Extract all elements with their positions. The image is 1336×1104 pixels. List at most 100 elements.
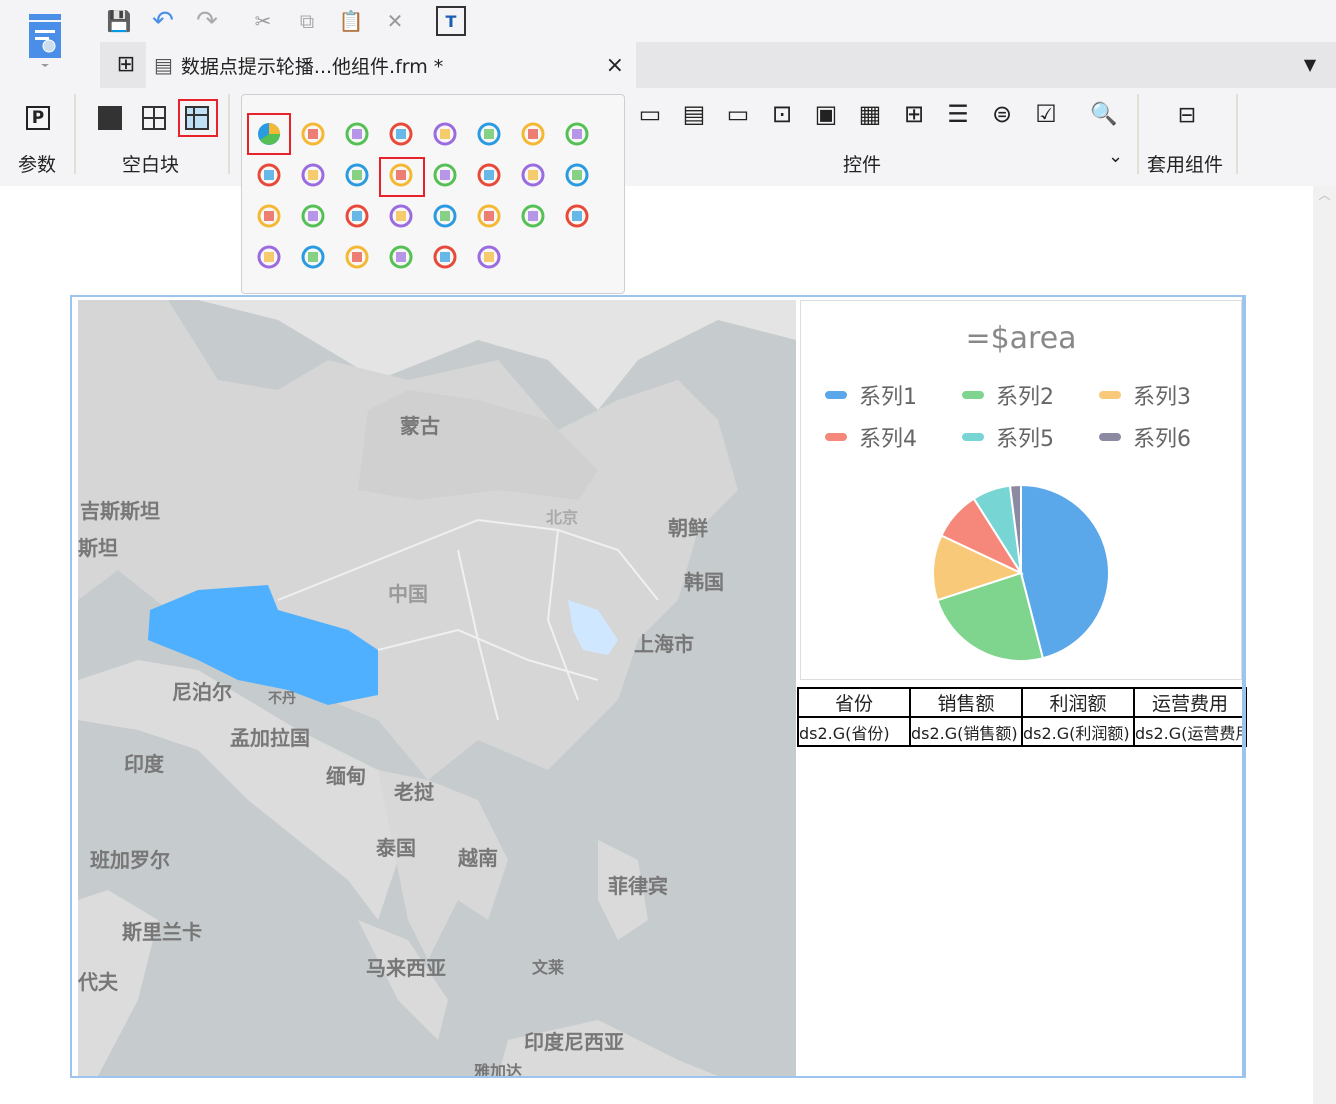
map-chart-icon[interactable]: [387, 161, 415, 189]
radio-group-icon[interactable]: ⊜: [991, 100, 1013, 128]
grid-icon[interactable]: ⊞: [116, 51, 136, 77]
map-label: 菲律宾: [608, 874, 668, 898]
column-chart-icon[interactable]: [299, 120, 327, 148]
block-absolute-icon[interactable]: [98, 106, 122, 130]
legend-item[interactable]: 系列4: [825, 421, 917, 453]
paste-icon[interactable]: 📋: [338, 9, 364, 33]
legend-item[interactable]: 系列3: [1099, 379, 1191, 411]
legend-item[interactable]: 系列1: [825, 379, 917, 411]
highlighted-region: [148, 585, 378, 705]
legend-marker: [825, 391, 847, 399]
pie-slice-2[interactable]: [936, 571, 1045, 662]
bar-chart-icon[interactable]: [343, 120, 371, 148]
preview-icon[interactable]: 🔍: [1090, 101, 1118, 127]
text-search-icon[interactable]: T: [436, 6, 466, 36]
redo-icon[interactable]: ↷: [196, 6, 218, 36]
block-layout-icon[interactable]: [185, 106, 209, 130]
gantt-chart-icon[interactable]: [255, 202, 283, 230]
delete-icon[interactable]: ✕: [386, 9, 404, 33]
data-table: 省份 销售额 利润额 运营费用 ds2.G(省份) ds2.G(销售额) ds2.G(利润…: [797, 687, 1247, 747]
combo-chart-icon[interactable]: [299, 161, 327, 189]
table-header[interactable]: 利润额: [1021, 687, 1135, 718]
legend-marker: [1099, 391, 1121, 399]
gauge-chart-icon[interactable]: [475, 120, 503, 148]
controls-label: 控件: [843, 154, 882, 176]
heatmap-icon[interactable]: [563, 161, 591, 189]
word-cloud-icon[interactable]: [255, 243, 283, 271]
region-map-icon[interactable]: [431, 161, 459, 189]
ring-icon[interactable]: [475, 243, 503, 271]
pie-chart-selected: [247, 113, 291, 155]
map-label: 马来西亚: [366, 956, 446, 980]
legend-label: 系列6: [1133, 427, 1191, 452]
vertical-scrollbar[interactable]: ︿: [1313, 186, 1336, 1104]
bubble-chart-icon[interactable]: [255, 161, 283, 189]
label-icon[interactable]: ▤: [682, 100, 706, 128]
date-icon[interactable]: ▦: [858, 100, 882, 128]
candlestick-icon[interactable]: [387, 202, 415, 230]
legend-item[interactable]: 系列2: [962, 379, 1054, 411]
table-cell[interactable]: ds2.G(省份): [797, 716, 911, 747]
flow-map-icon[interactable]: [519, 202, 547, 230]
map-chart[interactable]: 蒙古 吉斯斯坦 斯坦 中国 朝鲜 韩国 上海市 尼泊尔 不丹 孟加拉国 印度 缅…: [78, 300, 796, 1076]
legend-item[interactable]: 系列5: [962, 421, 1054, 453]
block-grid-icon[interactable]: [142, 106, 166, 130]
template-component-icon[interactable]: ⊟: [1177, 102, 1197, 128]
progress-ring-icon[interactable]: [343, 243, 371, 271]
pie-slice-1[interactable]: [1020, 483, 1110, 660]
tab-close-button[interactable]: ×: [605, 52, 624, 78]
undo-icon[interactable]: ↶: [152, 6, 174, 36]
checkbox-group-icon[interactable]: ☑: [1035, 100, 1057, 128]
tree-chart-icon[interactable]: [343, 202, 371, 230]
pie-slice-6[interactable]: [1008, 483, 1022, 574]
bubble-360-icon[interactable]: [299, 243, 327, 271]
report-icon[interactable]: [22, 10, 68, 70]
radar-chart-icon[interactable]: [519, 120, 547, 148]
legend-item[interactable]: 系列6: [1099, 421, 1191, 453]
3d-ring-icon[interactable]: [431, 243, 459, 271]
tab-title: 数据点提示轮播...他组件.frm *: [180, 55, 444, 78]
tab-bar: ⊞ ▤ 数据点提示轮播...他组件.frm * × ▼: [100, 42, 1336, 88]
table-header[interactable]: 运营费用: [1133, 687, 1247, 718]
cut-icon[interactable]: ✂: [254, 9, 272, 33]
3d-pie-icon[interactable]: [343, 161, 371, 189]
donut-chart-icon[interactable]: [387, 243, 415, 271]
treemap-icon[interactable]: [475, 161, 503, 189]
list-icon[interactable]: ☰: [947, 100, 969, 128]
dropdown-icon[interactable]: ⊡: [771, 100, 793, 128]
scatter-chart-icon[interactable]: [563, 120, 591, 148]
map-label: 中国: [388, 582, 428, 606]
table-cell[interactable]: ds2.G(运营费用): [1133, 716, 1247, 747]
globe-icon[interactable]: [475, 202, 503, 230]
pie-chart-icon[interactable]: [255, 120, 283, 148]
frame-chart-icon[interactable]: [299, 202, 327, 230]
pie-chart[interactable]: =$area 系列1 系列2 系列3 系列4 系列5 系列6: [800, 300, 1242, 680]
table-header[interactable]: 省份: [797, 687, 911, 718]
menu-dropdown-icon[interactable]: ▼: [1303, 54, 1317, 74]
funnel-chart-icon[interactable]: [519, 161, 547, 189]
text-area-icon[interactable]: ▭: [726, 100, 750, 128]
copy-icon[interactable]: ⧉: [299, 9, 315, 33]
line-chart-icon[interactable]: [387, 120, 415, 148]
table-cell[interactable]: ds2.G(利润额): [1021, 716, 1135, 747]
point-map-icon[interactable]: [431, 202, 459, 230]
number-icon[interactable]: ⊞: [903, 100, 925, 128]
map-label: 不丹: [268, 691, 296, 707]
save-icon[interactable]: 💾: [106, 9, 132, 33]
expand-controls-button[interactable]: ⌄: [1108, 146, 1124, 167]
map-label: 代夫: [78, 970, 118, 994]
legend-label: 系列5: [996, 427, 1054, 452]
table-header[interactable]: 销售额: [909, 687, 1023, 718]
dropdown-tree-icon[interactable]: ▣: [814, 100, 838, 128]
chart-title: =$area: [965, 321, 1077, 356]
map-label: 文莱: [532, 958, 565, 977]
dial-icon[interactable]: [563, 202, 591, 230]
map-label: 印度尼西亚: [524, 1030, 624, 1054]
pie-slice-3[interactable]: [932, 534, 1024, 602]
table-cell[interactable]: ds2.G(销售额): [909, 716, 1023, 747]
text-field-icon[interactable]: ▭: [638, 100, 662, 128]
tab-file[interactable]: ▤ 数据点提示轮播...他组件.frm * ×: [146, 42, 636, 88]
parameter-icon[interactable]: P: [26, 106, 50, 130]
area-chart-icon[interactable]: [431, 120, 459, 148]
map-label: 越南: [458, 846, 498, 870]
